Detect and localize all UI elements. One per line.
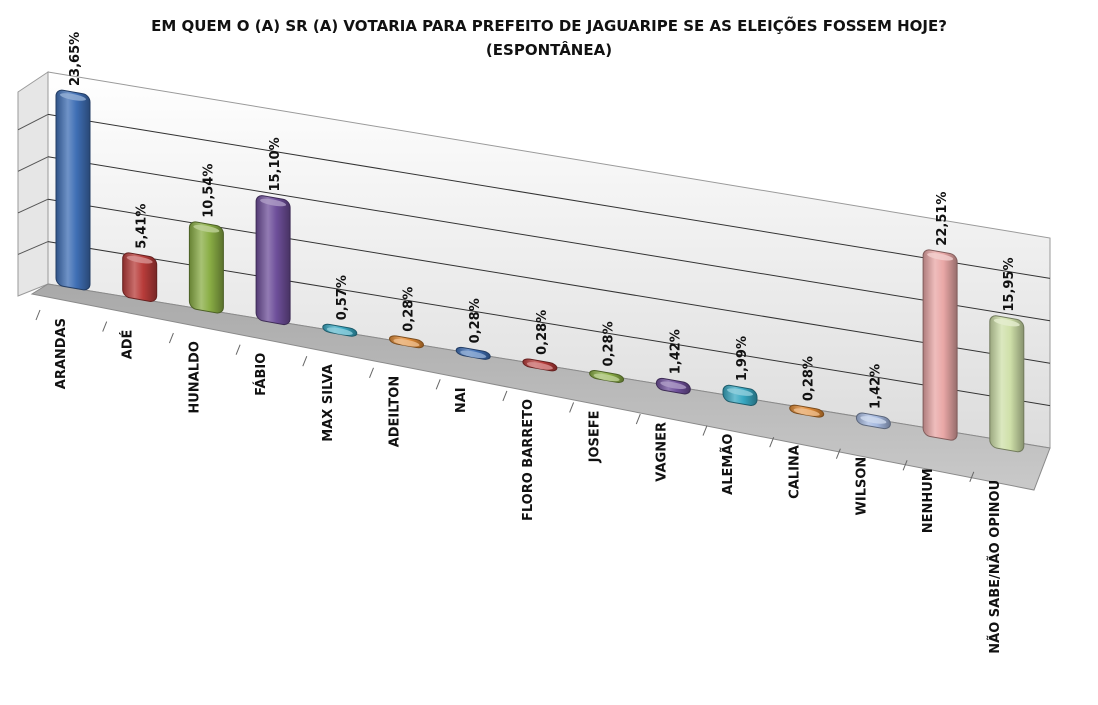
bar-body	[55, 89, 91, 291]
tick-mark	[835, 448, 841, 459]
data-label: 5,41%	[135, 204, 150, 249]
tick-mark	[35, 309, 41, 321]
data-label: 15,10%	[268, 137, 283, 191]
gridline	[47, 156, 1051, 322]
data-label: 0,57%	[335, 275, 350, 320]
bar-highlight	[460, 350, 487, 359]
bar-highlight	[193, 224, 220, 233]
category-label: NENHUM	[921, 468, 936, 533]
bar-highlight	[927, 252, 954, 261]
bar-body	[188, 221, 224, 314]
data-label: 0,28%	[402, 287, 417, 332]
category-label: MAX SILVA	[321, 364, 336, 441]
data-label: 1,42%	[668, 329, 683, 374]
tick-mark	[502, 390, 508, 402]
tick-mark	[902, 460, 908, 471]
bar-body	[989, 315, 1025, 453]
tick-mark	[235, 344, 241, 355]
bar-highlight	[660, 381, 687, 390]
tick-mark	[702, 425, 708, 436]
gridline-side	[17, 198, 49, 214]
bar	[922, 249, 958, 441]
bar	[855, 412, 891, 430]
chart-floor	[30, 283, 1051, 491]
bar	[722, 384, 758, 406]
category-label: FÁBIO	[253, 353, 269, 396]
category-label: HUNALDO	[187, 341, 202, 414]
bar-highlight	[793, 408, 820, 416]
bar-highlight	[60, 93, 86, 101]
gridline-side	[17, 156, 49, 172]
data-label: 0,28%	[802, 356, 817, 401]
category-label: ALEMÃO	[720, 434, 736, 495]
chart-side-wall	[17, 71, 49, 297]
bar	[589, 370, 625, 383]
bar	[455, 346, 491, 360]
category-label: ADEILTON	[388, 376, 403, 448]
data-label: 23,65%	[68, 32, 83, 86]
category-label: NAI	[454, 387, 469, 413]
data-label: 22,51%	[935, 192, 950, 246]
bar	[122, 252, 158, 302]
tick-mark	[369, 367, 374, 378]
bar	[255, 195, 291, 326]
tick-mark	[569, 402, 575, 413]
category-label: WILSON	[854, 457, 869, 516]
bar	[389, 335, 424, 349]
bar	[789, 404, 825, 418]
bar-highlight	[126, 255, 153, 264]
tick-mark	[769, 436, 775, 448]
chart-title: EM QUEM O (A) SR (A) VOTARIA PARA PREFEI…	[151, 17, 947, 35]
bar	[655, 377, 691, 395]
data-label: 0,28%	[602, 321, 617, 366]
bar-highlight	[393, 339, 420, 347]
category-label: VAGNER	[654, 422, 669, 482]
data-label: 1,42%	[868, 364, 883, 409]
bar-body	[255, 195, 291, 326]
bar-highlight	[593, 373, 620, 382]
chart-title-block: EM QUEM O (A) SR (A) VOTARIA PARA PREFEI…	[0, 14, 1098, 62]
category-label: JOSEFE	[588, 410, 603, 463]
category-label: ARANDAS	[54, 318, 69, 389]
gridline	[47, 113, 1051, 279]
gridline-side	[17, 241, 49, 255]
bar	[55, 89, 91, 291]
data-label: 0,28%	[535, 310, 550, 355]
gridline-side	[17, 113, 49, 131]
bar-highlight	[260, 198, 287, 207]
bar-body	[122, 252, 158, 302]
bar	[522, 358, 558, 372]
bar-highlight	[326, 327, 353, 336]
tick-mark	[168, 332, 174, 344]
category-label: NÃO SABE/NÃO OPINOU	[987, 480, 1003, 654]
tick-mark	[969, 471, 975, 483]
tick-mark	[102, 321, 108, 332]
category-label: ADÉ	[120, 330, 136, 360]
bar	[188, 221, 224, 314]
bar-highlight	[860, 416, 887, 424]
category-label: CALINA	[788, 445, 803, 499]
tick-mark	[302, 356, 308, 367]
bar	[322, 323, 358, 337]
data-label: 0,28%	[468, 298, 483, 343]
bar	[989, 315, 1025, 453]
chart-subtitle: (ESPONTÂNEA)	[485, 41, 613, 59]
tick-mark	[635, 413, 641, 425]
bar-body	[922, 249, 958, 441]
bar-highlight	[526, 362, 553, 370]
bar-highlight	[727, 388, 753, 396]
data-label: 10,54%	[201, 164, 216, 218]
category-label: FLORO BARRETO	[521, 399, 536, 521]
data-label: 15,95%	[1002, 257, 1017, 311]
data-label: 1,99%	[735, 336, 750, 381]
tick-mark	[435, 379, 441, 390]
bar-highlight	[993, 318, 1020, 327]
